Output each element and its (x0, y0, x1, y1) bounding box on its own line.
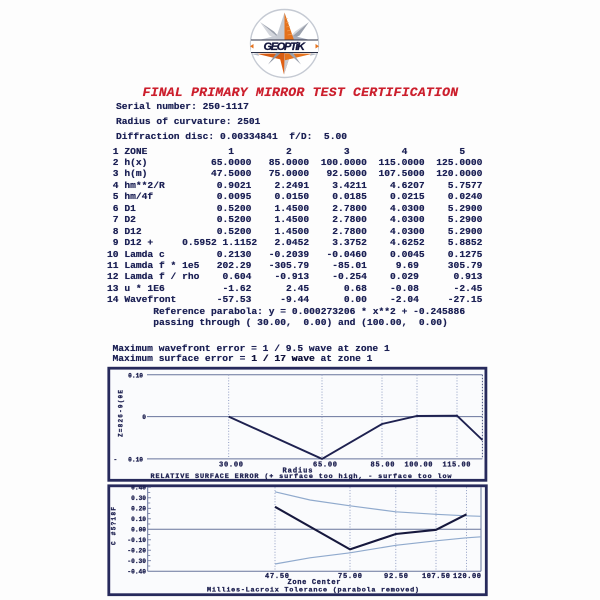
svg-text:C #5?18F: C #5?18F (111, 507, 118, 545)
svg-text:0.00: 0.00 (131, 527, 146, 534)
svg-text:Millies-Lacroix Tolerance (par: Millies-Lacroix Tolerance (parabola remo… (207, 586, 419, 594)
svg-text:-0.20: -0.20 (127, 548, 146, 555)
svg-text:0.30: 0.30 (131, 495, 146, 502)
svg-text:107.50: 107.50 (422, 573, 450, 581)
svg-text:0.10: 0.10 (128, 372, 143, 379)
svg-text:92.50: 92.50 (384, 573, 408, 581)
svg-text:Zone Center: Zone Center (288, 579, 341, 587)
svg-text:-0.30: -0.30 (127, 558, 146, 565)
svg-text:100.00: 100.00 (405, 462, 433, 470)
svg-text:30.00: 30.00 (219, 462, 243, 470)
svg-text:120.00: 120.00 (453, 573, 481, 581)
svg-text:0.10: 0.10 (128, 456, 143, 463)
svg-text:0.20: 0.20 (131, 505, 146, 512)
svg-text:RELATIVE SURFACE ERROR (+ surf: RELATIVE SURFACE ERROR (+ surface too hi… (151, 473, 453, 481)
svg-text:0: 0 (142, 414, 146, 421)
svg-text:115.00: 115.00 (443, 462, 471, 470)
svg-text:Radius: Radius (283, 467, 313, 475)
svg-text:-: - (114, 456, 118, 463)
svg-text:85.00: 85.00 (371, 462, 395, 470)
svg-text:GEOPTiK: GEOPTiK (264, 41, 307, 53)
svg-text:75.00: 75.00 (338, 573, 362, 581)
svg-text:0.10: 0.10 (131, 516, 146, 523)
svg-text:47.50: 47.50 (265, 573, 289, 581)
svg-text:0.40: 0.40 (131, 485, 146, 492)
svg-text:Z=826-9(0E: Z=826-9(0E (118, 390, 125, 437)
svg-text:-0.10: -0.10 (127, 537, 146, 544)
svg-text:-0.40: -0.40 (127, 568, 146, 575)
svg-text:65.00: 65.00 (313, 462, 337, 470)
